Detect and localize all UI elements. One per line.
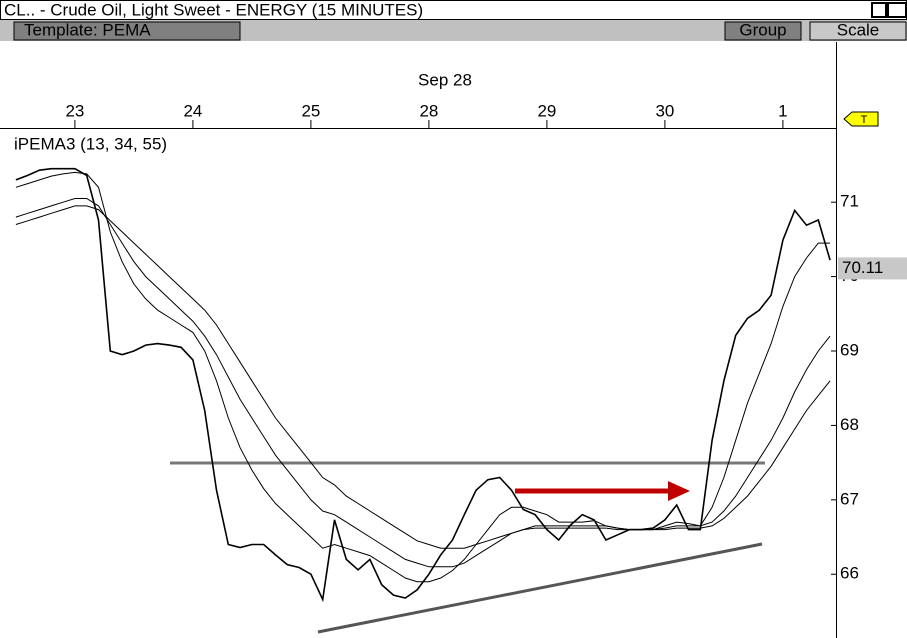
- indicator-label: iPEMA3 (13, 34, 55): [14, 134, 167, 153]
- last-value-label: 70.11: [842, 258, 883, 277]
- marker-label: T: [861, 114, 868, 126]
- marker-tag[interactable]: [843, 111, 879, 127]
- pema-line: [15, 198, 831, 568]
- scale-button[interactable]: [809, 21, 907, 41]
- window-title: CL.. - Crude Oil, Light Sweet - ENERGY (…: [4, 0, 423, 19]
- x-tick-label: 23: [65, 101, 84, 120]
- trend-line: [317, 542, 763, 634]
- last-value-box: [838, 257, 907, 280]
- y-tick-label: 69: [840, 340, 859, 359]
- y-tick-label: 67: [840, 489, 859, 508]
- x-tick-label: 29: [537, 101, 556, 120]
- group-button[interactable]: [724, 21, 802, 41]
- close-icon[interactable]: [887, 2, 907, 18]
- x-tick-label: 24: [183, 101, 202, 120]
- template-label: Template: PEMA: [24, 20, 151, 39]
- x-tick-label: 25: [301, 101, 320, 120]
- x-tick-label: 1: [778, 101, 787, 120]
- x-tick-label: 28: [419, 101, 438, 120]
- template-button[interactable]: [13, 21, 241, 41]
- arrow-head: [668, 481, 690, 501]
- y-tick-label: 68: [840, 415, 859, 434]
- x-tick-label: 30: [655, 101, 674, 120]
- scale-label: Scale: [837, 20, 880, 39]
- maximize-icon[interactable]: [871, 2, 887, 18]
- y-tick-label: 66: [840, 564, 859, 583]
- pema-line: [15, 205, 831, 549]
- pema-line: [15, 171, 831, 583]
- group-label: Group: [739, 20, 786, 39]
- y-tick-label: 71: [840, 192, 859, 211]
- period-label: Sep 28: [418, 70, 472, 89]
